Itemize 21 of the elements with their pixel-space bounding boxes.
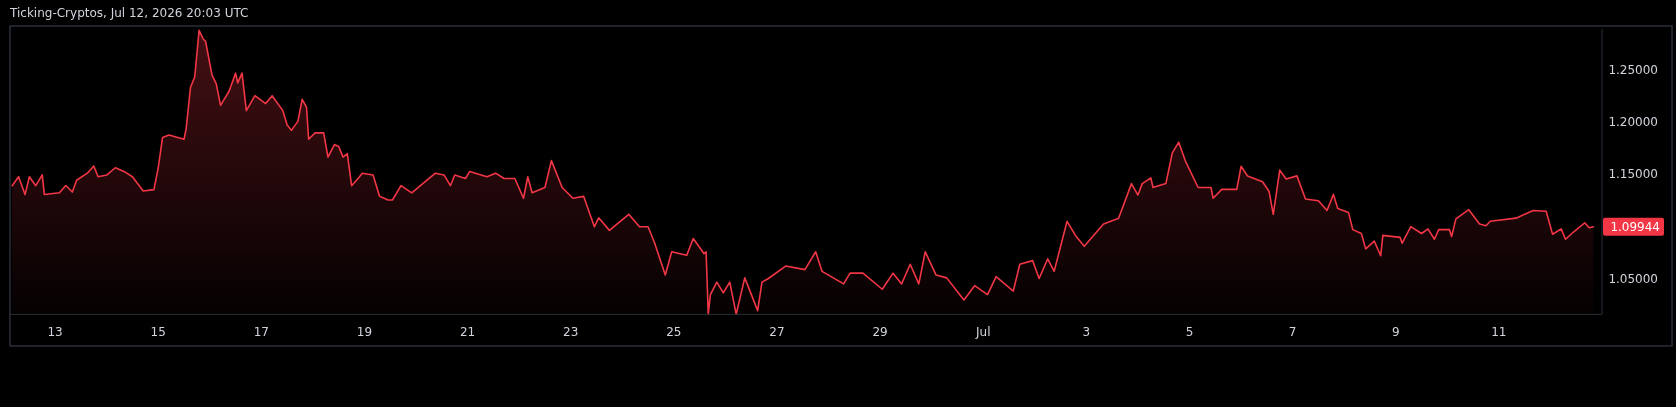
x-tick-label: Jul bbox=[975, 325, 991, 339]
x-tick-label: 5 bbox=[1185, 325, 1194, 339]
x-tick-label: 27 bbox=[769, 325, 785, 339]
y-tick-label: 1.05000 bbox=[1608, 271, 1658, 286]
y-tick-label: 1.25000 bbox=[1608, 62, 1658, 77]
x-tick-label: 9 bbox=[1391, 325, 1400, 339]
x-tick-label: 29 bbox=[872, 325, 888, 339]
x-tick-label: 13 bbox=[47, 325, 63, 339]
x-tick-label: 23 bbox=[563, 325, 579, 339]
x-tick-label: 15 bbox=[150, 325, 166, 339]
text: 1.09944 bbox=[1610, 219, 1660, 234]
x-tick-label: 21 bbox=[459, 325, 476, 339]
chart-title: Ticking-Cryptos, Jul 12, 2026 20:03 UTC bbox=[9, 6, 249, 20]
x-tick-label: 7 bbox=[1288, 325, 1297, 339]
x-tick-label: 17 bbox=[253, 325, 270, 339]
y-tick-label: 1.20000 bbox=[1608, 115, 1658, 130]
x-tick-label: 3 bbox=[1082, 325, 1091, 339]
x-tick-label: 25 bbox=[666, 325, 682, 339]
y-tick-label: 1.15000 bbox=[1608, 167, 1658, 182]
x-tick-label: 11 bbox=[1491, 325, 1507, 339]
x-tick-label: 19 bbox=[356, 325, 373, 339]
